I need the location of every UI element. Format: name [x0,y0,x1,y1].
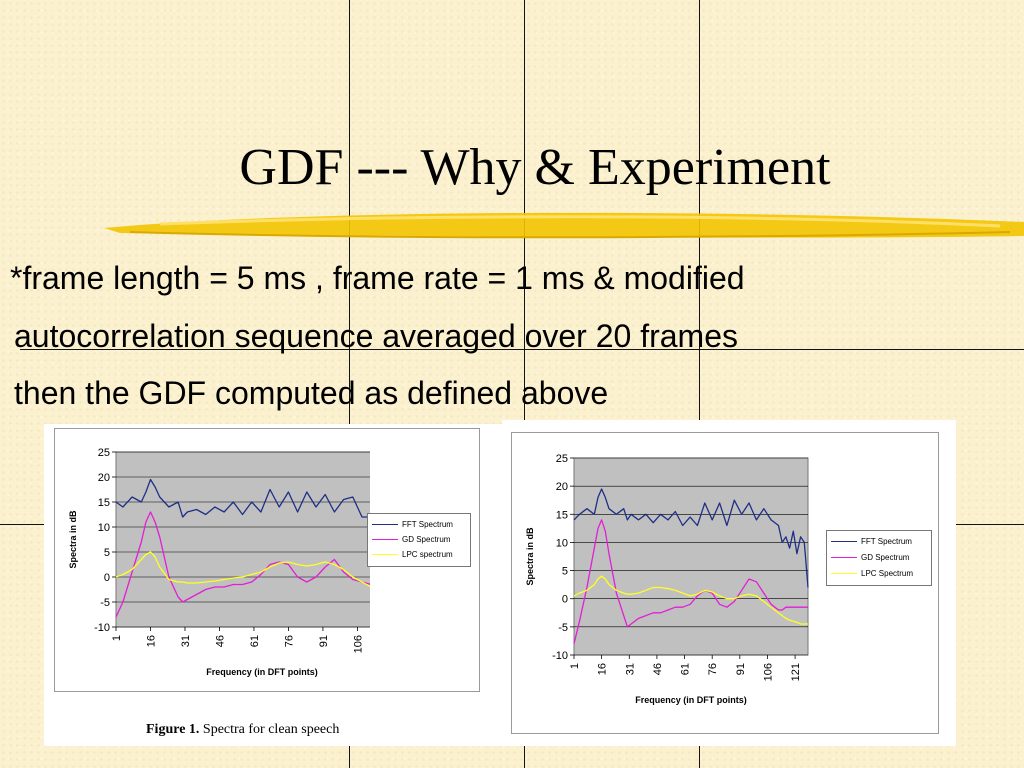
legend-item-gd: GD Spectrum [372,532,450,546]
vertical-rule-1 [349,0,350,768]
horizontal-rule [20,349,1024,350]
y-tick-label: 10 [98,522,110,534]
y-axis-label: Spectra in dB [68,510,78,569]
y-tick-label: 25 [98,447,110,459]
horizontal-rule-right-stub [955,524,1024,525]
y-axis-label: Spectra in dB [525,527,535,586]
x-tick-label: 121 [790,663,802,681]
x-tick-label: 91 [318,635,330,647]
y-tick-label: 5 [104,547,110,559]
caption-label: Figure 1. [146,722,200,737]
y-tick-label: 5 [562,566,568,578]
legend-label: GD Spectrum [402,534,451,544]
bullet-line-1: *frame length = 5 ms , frame rate = 1 ms… [10,260,745,296]
x-tick-label: 46 [214,635,226,647]
plot-area [573,457,809,656]
y-tick-label: 0 [104,572,110,584]
y-tick-label: -10 [94,622,110,634]
x-tick-label: 91 [735,663,747,675]
legend-item-lpc: LPC spectrum [372,547,453,561]
vertical-rule-3 [699,0,700,768]
x-axis-label: Frequency (in DFT points) [206,667,318,677]
series-line-1 [115,478,370,518]
legend-item-gd: GD Spectrum [831,550,909,564]
legend-label: FFT Spectrum [861,536,912,546]
horizontal-rule-left-stub [0,524,44,525]
y-tick-label: 20 [98,472,110,484]
figure-caption: Figure 1. Spectra for clean speech [146,722,339,738]
bullet-line-2: autocorrelation sequence averaged over 2… [14,318,738,354]
legend-left: FFT Spectrum GD Spectrum LPC spectrum [367,513,471,567]
y-tick-label: -10 [552,650,568,662]
plot-area [115,451,370,628]
x-axis-label: Frequency (in DFT points) [635,695,747,705]
x-tick-label: 46 [652,663,664,675]
y-tick-label: 0 [562,594,568,606]
series-line-2 [573,519,808,644]
y-tick-label: 15 [556,509,568,521]
vertical-rule-2 [524,0,525,768]
x-tick-label: 106 [352,635,364,653]
x-tick-label: 16 [145,635,157,647]
bullet-line-3: then the GDF computed as defined above [14,375,609,411]
x-tick-label: 76 [707,663,719,675]
legend-label: GD Spectrum [861,552,910,562]
caption-text: Spectra for clean speech [202,722,340,737]
slide-title: GDF --- Why & Experiment [239,139,831,196]
y-tick-label: 15 [98,497,110,509]
x-tick-label: 61 [680,663,692,675]
legend-swatch-gd [372,538,398,540]
legend-item-lpc: LPC Spectrum [831,566,913,580]
y-tick-label: -5 [100,597,110,609]
legend-swatch-lpc [831,572,857,574]
x-tick-label: 76 [283,635,295,647]
legend-label: FFT Spectrum [402,519,453,529]
x-tick-label: 61 [249,635,261,647]
legend-item-fft: FFT Spectrum [372,517,453,531]
x-tick-label: 1 [569,663,581,669]
x-tick-label: 106 [762,663,774,681]
legend-item-fft: FFT Spectrum [831,534,912,548]
x-tick-label: 31 [624,663,636,675]
series-line-1 [573,488,809,588]
y-tick-label: 25 [556,453,568,465]
legend-swatch-fft [372,523,398,525]
y-tick-label: 10 [556,537,568,549]
series-line-3 [115,551,370,588]
legend-right: FFT Spectrum GD Spectrum LPC Spectrum [826,530,932,586]
x-tick-label: 16 [597,663,609,675]
legend-swatch-fft [831,540,857,542]
y-tick-label: -5 [558,622,568,634]
spectra-chart-left: 2520151050-5-101163146617691106121Freque… [68,447,370,677]
legend-label: LPC spectrum [402,549,453,559]
y-tick-label: 20 [556,481,568,493]
x-tick-label: 1 [111,635,123,641]
spectra-chart-right: 25 20 15 10 5 0 -5 -101 16 31 46 61 76 91 106 121 Freque… [525,453,809,705]
legend-label: LPC Spectrum [861,568,914,578]
legend-swatch-gd [831,556,857,558]
legend-swatch-lpc [372,553,398,555]
x-tick-label: 31 [180,635,192,647]
series-line-3 [573,575,808,625]
